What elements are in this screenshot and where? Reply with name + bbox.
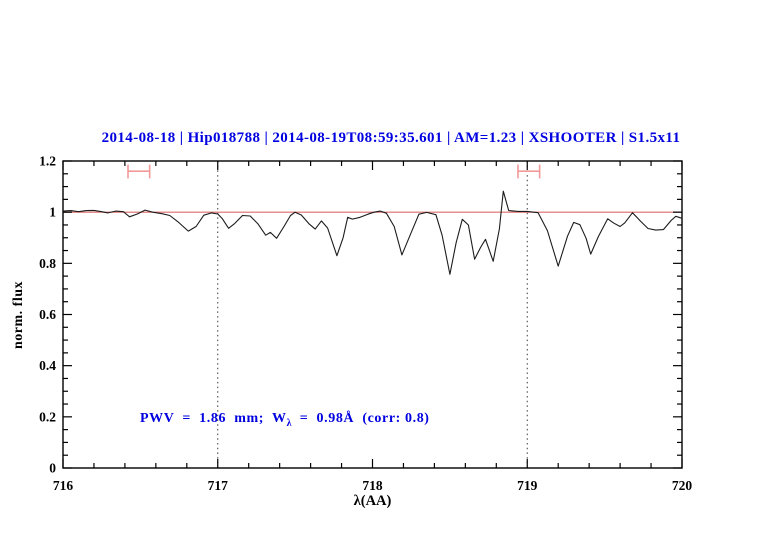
spectrum-line (62, 190, 683, 275)
y-tick-label: 0.6 (39, 307, 56, 322)
y-tick-label: 1 (49, 205, 56, 220)
y-tick-label: 1.2 (39, 154, 56, 169)
annotation-text-pre: PWV = 1.86 mm; W (140, 411, 287, 426)
x-tick-label: 716 (53, 478, 74, 493)
annotation-text-post: = 0.98Å (corr: 0.8) (291, 411, 430, 426)
y-axis-label: norm. flux (11, 281, 26, 349)
x-tick-label: 717 (208, 478, 229, 493)
x-tick-label: 719 (517, 478, 538, 493)
pwv-annotation: PWV = 1.86 mm; Wλ = 0.98Å (corr: 0.8) (140, 411, 430, 429)
annotation-subscript: λ (286, 417, 292, 429)
x-tick-label: 718 (362, 478, 383, 493)
y-tick-label: 0.2 (39, 409, 56, 424)
x-tick-label: 720 (672, 478, 693, 493)
y-tick-label: 0.8 (39, 256, 56, 271)
y-tick-label: 0.4 (39, 358, 56, 373)
y-tick-label: 0 (49, 461, 56, 476)
x-axis-label: λ(AA) (353, 493, 392, 509)
plot-title: 2014-08-18 | Hip018788 | 2014-08-19T08:5… (101, 130, 681, 146)
